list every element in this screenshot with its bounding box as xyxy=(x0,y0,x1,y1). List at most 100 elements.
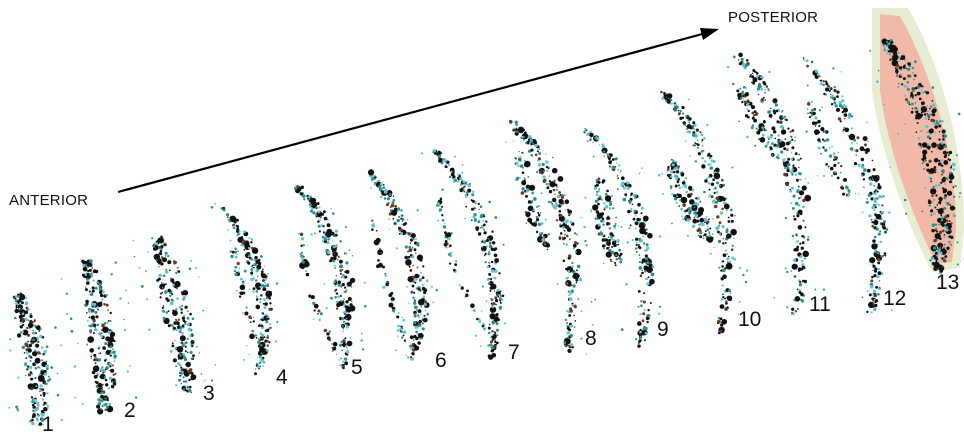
cell-dot xyxy=(938,138,941,141)
cell-dot xyxy=(534,220,538,224)
cell-dot xyxy=(345,261,349,265)
cell-dot xyxy=(840,185,844,188)
cell-dot xyxy=(786,169,790,173)
cell-dot xyxy=(525,141,528,145)
cell-dot xyxy=(865,147,870,153)
cell-dot xyxy=(520,191,525,195)
cell-dot xyxy=(162,240,164,243)
cell-dot xyxy=(843,178,847,182)
cell-dot xyxy=(905,98,908,102)
cell-dot xyxy=(17,295,21,298)
cell-dot xyxy=(248,237,251,240)
cell-dot xyxy=(630,210,632,213)
cell-dot xyxy=(239,277,243,281)
cell-dot xyxy=(483,327,486,330)
cell-dot xyxy=(40,413,43,416)
cell-dot xyxy=(599,232,604,236)
cell-dot xyxy=(259,346,265,352)
cell-dot xyxy=(343,302,346,305)
cell-dot xyxy=(718,221,722,225)
cell-dot xyxy=(932,201,935,203)
cell-dot xyxy=(925,159,927,162)
cell-dot xyxy=(452,180,456,183)
cell-dot xyxy=(100,367,104,372)
cell-dot xyxy=(637,305,640,308)
cell-dot xyxy=(481,285,484,288)
cell-dot xyxy=(104,397,107,400)
cell-dot xyxy=(667,165,670,169)
cell-dot xyxy=(643,242,646,245)
cell-dot xyxy=(339,343,343,347)
cell-dot xyxy=(747,100,750,104)
cell-dot xyxy=(822,288,826,291)
cell-dot xyxy=(911,66,915,70)
cell-dot xyxy=(100,399,104,403)
cell-dot xyxy=(641,319,645,323)
cell-dot xyxy=(140,285,144,288)
cell-dot xyxy=(665,99,668,102)
cell-dot xyxy=(401,220,404,222)
cell-dot xyxy=(495,341,499,345)
cell-dot xyxy=(465,293,469,297)
cell-dot xyxy=(877,232,881,236)
cell-dot xyxy=(875,213,882,220)
cell-dot xyxy=(450,232,453,235)
cell-dot xyxy=(234,250,238,254)
cell-dot xyxy=(32,331,37,335)
cell-dot xyxy=(608,202,613,206)
cell-dot xyxy=(868,178,872,181)
cell-dot xyxy=(99,283,102,286)
cell-dot xyxy=(514,131,519,136)
cell-dot xyxy=(491,338,495,341)
cell-dot xyxy=(483,215,486,218)
cell-dot xyxy=(725,262,733,270)
cell-dot xyxy=(708,231,711,234)
cell-dot xyxy=(681,186,683,188)
cell-dot xyxy=(949,229,951,232)
cell-dot xyxy=(234,247,237,251)
section-number-13: 13 xyxy=(936,271,960,294)
cell-dot xyxy=(544,218,547,221)
cell-dot xyxy=(451,170,453,173)
cell-dot xyxy=(165,311,168,314)
cell-dot xyxy=(415,252,417,254)
cell-dot xyxy=(916,85,920,89)
cell-dot xyxy=(102,326,109,333)
cell-dot xyxy=(873,191,877,195)
cell-dot xyxy=(180,382,182,385)
cell-dot xyxy=(714,160,716,163)
cell-dot xyxy=(379,251,383,255)
cell-dot xyxy=(696,219,700,223)
cell-dot xyxy=(841,99,845,103)
cell-dot xyxy=(707,181,711,185)
cell-dot xyxy=(342,300,345,303)
cell-dot xyxy=(703,190,706,194)
cell-dot xyxy=(774,137,776,140)
cell-dot xyxy=(494,276,497,280)
cell-dot xyxy=(425,279,429,283)
cell-dot xyxy=(745,103,749,107)
cell-dot xyxy=(671,192,674,195)
cell-dot xyxy=(90,272,93,275)
cell-dot xyxy=(904,94,907,97)
cell-dot xyxy=(819,140,822,143)
cell-dot xyxy=(569,324,574,328)
cell-dot xyxy=(345,324,348,327)
cell-dot xyxy=(552,197,557,203)
cell-dot xyxy=(678,184,680,187)
cell-dot xyxy=(612,239,616,242)
cell-dot xyxy=(689,199,695,205)
cell-dot xyxy=(538,232,541,235)
cell-dot xyxy=(571,265,574,268)
cell-dot xyxy=(105,368,107,371)
cell-dot xyxy=(275,283,278,286)
cell-dot xyxy=(907,67,911,71)
cell-dot xyxy=(548,165,550,168)
cell-dot xyxy=(105,294,108,297)
cell-dot xyxy=(126,370,129,373)
cell-dot xyxy=(721,265,724,268)
cell-dot xyxy=(25,306,29,310)
cell-dot xyxy=(406,286,408,288)
cell-dot xyxy=(265,348,269,352)
cell-dot xyxy=(601,217,605,220)
